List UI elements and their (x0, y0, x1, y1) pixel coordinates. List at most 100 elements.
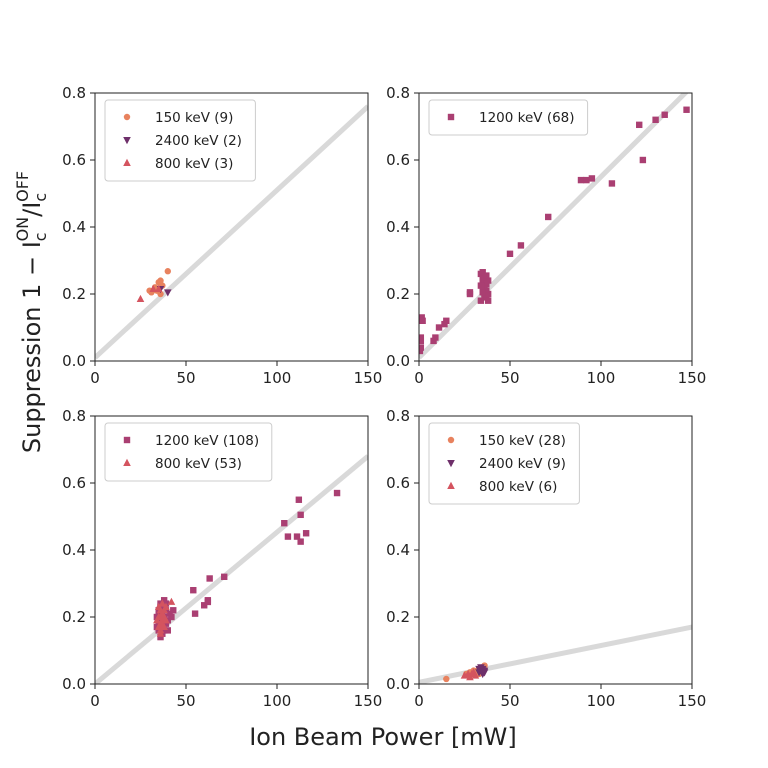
data-point-s2-12 (156, 629, 165, 637)
data-point-s2-9 (475, 665, 483, 674)
data-point-s1-41 (636, 121, 643, 129)
data-point-s1-24 (483, 280, 490, 288)
y-tick-label: 0.6 (62, 151, 86, 169)
data-point-s1-38 (297, 538, 304, 545)
legend: 1200 keV (68) (428, 99, 589, 136)
data-point-s1-1 (443, 675, 450, 683)
data-point-s1-29 (479, 269, 486, 276)
data-point-s1-20 (168, 613, 175, 621)
x-tick-label: 150 (354, 369, 383, 387)
y-tick-label: 0.2 (386, 285, 410, 303)
legend-label-1: 150 keV (28) (479, 433, 566, 449)
data-point-s1-27 (191, 610, 199, 617)
x-tick-label: 100 (263, 692, 292, 710)
data-point-s1-7 (157, 290, 164, 298)
data-points (136, 268, 172, 303)
y-axis-label-sub-c: c (31, 232, 50, 241)
y-tick-label: 0.6 (386, 474, 410, 492)
y-tick-label: 0.4 (62, 541, 86, 559)
data-point-s1-31 (477, 282, 485, 289)
y-tick-label: 0.2 (386, 608, 410, 626)
data-point-s1-32 (221, 573, 228, 580)
data-point-s2-19 (158, 621, 167, 629)
data-point-s1-21 (170, 607, 177, 614)
x-tick-label: 0 (414, 369, 424, 387)
x-tick-label: 50 (500, 369, 519, 387)
data-point-s1-39 (302, 530, 310, 537)
data-point-s1-34 (284, 533, 292, 540)
data-point-s1-14 (477, 297, 485, 304)
data-point-s1-34 (506, 250, 514, 257)
data-points (153, 489, 341, 641)
data-point-s1-1 (419, 347, 424, 355)
fit-line (419, 624, 692, 684)
y-tick-label: 0.8 (62, 407, 86, 425)
data-point-s1-7 (430, 337, 437, 345)
data-point-s1-37 (297, 511, 304, 519)
data-points (443, 662, 489, 683)
legend-marker-1 (123, 113, 131, 121)
y-axis-label-sup-on: ON (13, 217, 32, 242)
y-tick-label: 0.8 (386, 84, 410, 102)
data-point-s1-40 (608, 180, 616, 187)
legend-label-2: 2400 keV (2) (155, 133, 242, 149)
y-tick-label: 0.4 (386, 218, 410, 236)
data-point-s1-26 (190, 587, 197, 594)
data-points (419, 106, 690, 355)
data-point-s1-43 (652, 116, 659, 123)
x-tick-label: 50 (176, 369, 195, 387)
legend-marker-3 (123, 158, 131, 166)
y-tick-label: 0.0 (386, 352, 410, 370)
y-tick-label: 0.4 (386, 541, 410, 559)
data-point-s1-36 (545, 213, 552, 221)
data-point-s1-13 (466, 289, 474, 296)
x-tick-label: 100 (587, 369, 616, 387)
chart-panel-2: 0 50 100 150 0.0 0.2 0.4 0.6 0.8 1200 keV (68) (386, 84, 706, 387)
data-point-s1-35 (293, 533, 301, 540)
data-point-s2-17 (167, 597, 176, 605)
data-point-s1-28 (201, 602, 208, 609)
x-tick-label: 50 (176, 692, 195, 710)
y-tick-label: 0.8 (386, 407, 410, 425)
data-point-s1-11 (443, 317, 450, 324)
data-point-s2-16 (162, 616, 170, 624)
data-point-s1-33 (281, 520, 288, 527)
legend-label-1: 1200 keV (68) (479, 110, 575, 126)
data-point-s3-2 (149, 284, 158, 292)
y-tick-label: 0.2 (62, 608, 86, 626)
y-axis-label-slash: /I (18, 202, 46, 217)
legend-label-3: 800 keV (6) (479, 479, 557, 495)
y-tick-label: 0.0 (386, 675, 410, 693)
y-tick-label: 0.0 (62, 675, 86, 693)
data-point-s1-6 (157, 277, 164, 284)
data-point-s1-28 (484, 297, 492, 304)
legend-label-3: 800 keV (3) (155, 156, 233, 172)
x-tick-label: 0 (414, 692, 424, 710)
data-point-s1-35 (517, 242, 525, 249)
fit-line (419, 93, 689, 360)
data-point-s1-8 (432, 334, 439, 341)
x-tick-label: 150 (678, 692, 707, 710)
data-point-s1-19 (166, 610, 173, 617)
data-point-s1-6 (157, 633, 164, 641)
data-point-s3-1 (136, 294, 145, 303)
data-point-s1-32 (483, 272, 490, 279)
legend-marker-1 (123, 436, 131, 444)
data-point-s1-42 (639, 156, 647, 164)
legend-marker-1 (447, 113, 455, 121)
data-point-s1-40 (333, 489, 341, 497)
data-point-s1-2 (419, 334, 425, 341)
y-axis-label-sub-c2: c (31, 193, 50, 202)
chart-panel-1: 0 50 100 150 0.0 0.2 0.4 0.6 0.8 150 keV (9) 2400 … (62, 84, 382, 387)
data-point-s1-4 (419, 314, 425, 321)
chart-panel-4: 0 50 100 150 0.0 0.2 0.4 0.6 0.8 150 keV (28) 2400… (386, 407, 706, 710)
legend: 150 keV (9) 2400 keV (2) 800 keV (3) (104, 99, 256, 182)
y-tick-label: 0.4 (62, 218, 86, 236)
x-tick-label: 150 (354, 692, 383, 710)
legend: 1200 keV (108) 800 keV (53) (104, 422, 273, 482)
chart-panel-3: 0 50 100 150 0.0 0.2 0.4 0.6 0.8 1200 keV (108) 80… (62, 407, 382, 710)
legend-label-1: 150 keV (9) (155, 110, 233, 126)
data-point-s1-45 (683, 106, 690, 113)
